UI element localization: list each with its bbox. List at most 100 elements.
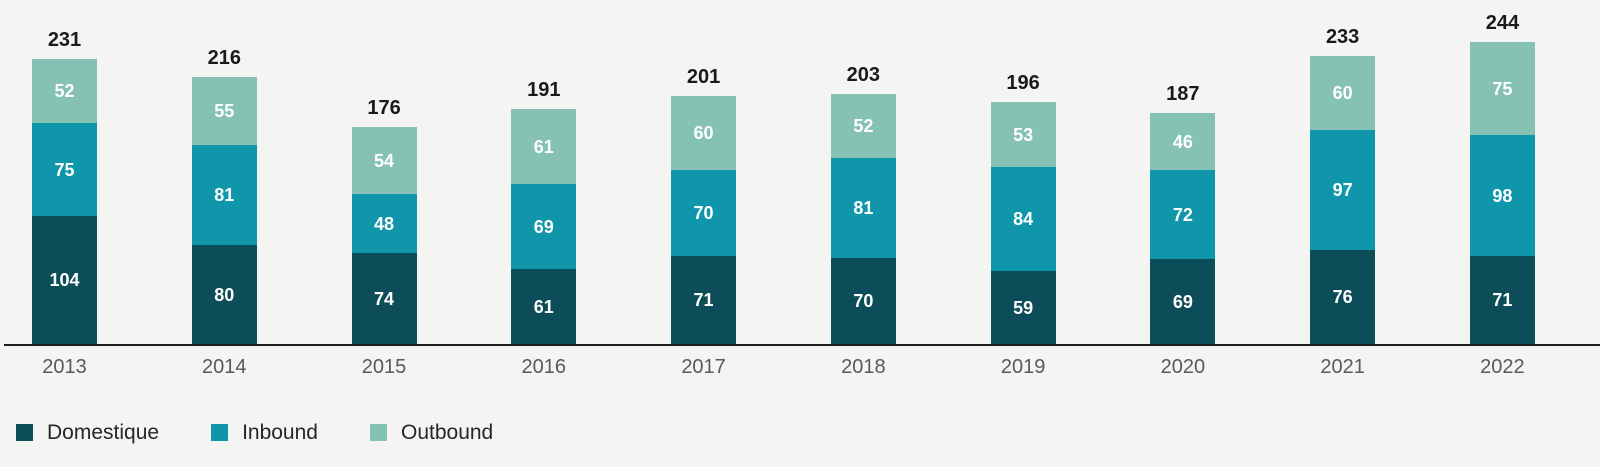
bar-segment-domestique: 104 bbox=[32, 216, 97, 344]
bar-segment-inbound: 69 bbox=[511, 184, 577, 269]
segment-value-label: 104 bbox=[49, 270, 80, 290]
segment-value-label: 55 bbox=[214, 101, 235, 121]
bar-total-label: 201 bbox=[686, 66, 721, 88]
x-axis-tick-label: 2020 bbox=[1160, 356, 1206, 378]
bar-group: 191 61 69 61 bbox=[511, 79, 577, 344]
legend-swatch bbox=[211, 424, 229, 441]
bar-segment-domestique: 74 bbox=[351, 253, 417, 344]
segment-value-label: 46 bbox=[1172, 131, 1193, 152]
x-axis-tick-label: 2019 bbox=[1000, 356, 1046, 378]
x-axis-tick-labels: 2013 2014 2015 2016 2017 2018 2019 2020 2021 2022 bbox=[32, 356, 1535, 379]
legend-label: Inbound bbox=[242, 421, 318, 444]
x-axis-tick-label: 2022 bbox=[1480, 356, 1525, 378]
bar-total-label: 191 bbox=[527, 79, 561, 101]
bar-group: 187 46 72 69 bbox=[1150, 83, 1216, 344]
segment-value-label: 59 bbox=[1013, 297, 1034, 318]
bar-group: 203 52 81 70 bbox=[830, 64, 896, 344]
segment-value-label: 70 bbox=[693, 203, 714, 223]
segment-value-label: 60 bbox=[693, 123, 714, 143]
bar-segment-outbound: 54 bbox=[351, 127, 417, 194]
bar: 60 97 76 bbox=[1310, 56, 1376, 344]
bar-total-label: 233 bbox=[1325, 26, 1360, 48]
bar-segment-domestique: 61 bbox=[511, 269, 577, 344]
bar-group: 196 53 84 59 bbox=[990, 72, 1056, 344]
bar-segment-inbound: 84 bbox=[990, 167, 1056, 271]
bar-segment-domestique: 59 bbox=[990, 271, 1056, 344]
bar-total-label: 196 bbox=[1006, 72, 1040, 94]
x-axis-line bbox=[4, 344, 1600, 346]
bar-segment-inbound: 81 bbox=[191, 145, 257, 245]
bar-segment-outbound: 53 bbox=[990, 102, 1056, 167]
segment-value-label: 53 bbox=[1013, 124, 1034, 145]
bar: 61 69 61 bbox=[511, 109, 577, 344]
bar-total-label: 203 bbox=[846, 64, 881, 86]
legend-label: Domestique bbox=[47, 421, 160, 444]
segment-value-label: 54 bbox=[374, 150, 395, 171]
segment-value-label: 61 bbox=[533, 296, 554, 317]
bar-segment-domestique: 71 bbox=[671, 256, 737, 344]
bar-segment-domestique: 80 bbox=[191, 245, 257, 344]
segment-value-label: 97 bbox=[1332, 180, 1353, 200]
legend-item-domestique: Domestique bbox=[16, 422, 159, 443]
bar-group: 216 55 81 80 bbox=[191, 47, 257, 344]
x-axis-tick-label: 2021 bbox=[1320, 356, 1365, 378]
bar-segment-inbound: 48 bbox=[351, 194, 417, 253]
segment-value-label: 52 bbox=[853, 116, 874, 136]
bar-segment-domestique: 76 bbox=[1310, 250, 1376, 344]
segment-value-label: 61 bbox=[533, 136, 554, 157]
bar-segment-inbound: 81 bbox=[830, 158, 896, 258]
bar-segment-outbound: 75 bbox=[1469, 42, 1535, 135]
bar: 55 81 80 bbox=[191, 77, 257, 344]
segment-value-label: 76 bbox=[1332, 287, 1353, 307]
segment-value-label: 69 bbox=[533, 216, 554, 237]
x-axis-tick-label: 2016 bbox=[521, 356, 567, 378]
bar-segment-inbound: 98 bbox=[1469, 135, 1535, 256]
bar-segment-outbound: 55 bbox=[191, 77, 257, 145]
bar-total-label: 216 bbox=[207, 47, 241, 69]
bars-row: 231 52 75 104 216 55 81 80 176 54 48 74 191 61 69 61 201… bbox=[32, 0, 1535, 344]
bar-segment-outbound: 60 bbox=[671, 96, 737, 170]
segment-value-label: 75 bbox=[54, 159, 75, 180]
legend-item-inbound: Inbound bbox=[211, 422, 318, 443]
legend-swatch bbox=[16, 424, 33, 441]
bar-segment-outbound: 52 bbox=[830, 94, 896, 158]
bar-group: 201 60 70 71 bbox=[671, 66, 737, 344]
segment-value-label: 48 bbox=[374, 213, 395, 234]
bar-segment-outbound: 46 bbox=[1150, 113, 1216, 170]
bar-group: 244 75 98 71 bbox=[1469, 12, 1535, 344]
bar-group: 231 52 75 104 bbox=[32, 30, 97, 344]
segment-value-label: 71 bbox=[693, 290, 714, 310]
bar-segment-outbound: 61 bbox=[511, 109, 577, 184]
legend-swatch bbox=[369, 424, 387, 441]
legend-item-outbound: Outbound bbox=[369, 422, 493, 443]
bar: 54 48 74 bbox=[351, 127, 417, 344]
x-axis-tick-label: 2018 bbox=[841, 356, 886, 378]
bar: 53 84 59 bbox=[990, 102, 1056, 344]
x-axis-tick-label: 2017 bbox=[681, 356, 726, 378]
bar-segment-inbound: 97 bbox=[1310, 130, 1376, 250]
bar-segment-inbound: 70 bbox=[671, 170, 737, 256]
bar-segment-inbound: 75 bbox=[32, 123, 97, 216]
bar: 46 72 69 bbox=[1150, 113, 1216, 344]
bar-total-label: 244 bbox=[1485, 12, 1520, 34]
segment-value-label: 71 bbox=[1492, 290, 1513, 310]
bar-segment-domestique: 69 bbox=[1150, 259, 1216, 344]
segment-value-label: 81 bbox=[853, 198, 874, 218]
segment-value-label: 80 bbox=[214, 284, 235, 305]
bar-segment-outbound: 52 bbox=[32, 59, 97, 123]
bar-segment-domestique: 70 bbox=[830, 258, 896, 344]
segment-value-label: 69 bbox=[1172, 291, 1193, 312]
bar-group: 233 60 97 76 bbox=[1310, 26, 1376, 344]
plot-area: 231 52 75 104 216 55 81 80 176 54 48 74 191 61 69 61 201… bbox=[4, 0, 1600, 378]
x-axis-tick-label: 2013 bbox=[42, 356, 87, 378]
bar: 52 81 70 bbox=[830, 94, 896, 344]
bar-group: 176 54 48 74 bbox=[351, 98, 417, 344]
segment-value-label: 70 bbox=[853, 291, 874, 311]
bar-segment-domestique: 71 bbox=[1469, 256, 1535, 344]
legend: Domestique Inbound Outbound bbox=[16, 422, 493, 443]
bar-total-label: 187 bbox=[1166, 83, 1200, 105]
bar-segment-inbound: 72 bbox=[1150, 170, 1216, 259]
x-axis-tick-label: 2014 bbox=[202, 356, 247, 378]
segment-value-label: 98 bbox=[1492, 185, 1513, 206]
